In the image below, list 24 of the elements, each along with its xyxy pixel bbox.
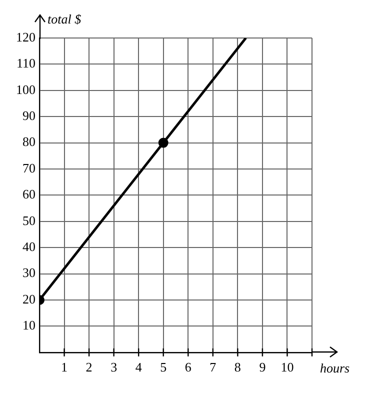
y-tick-label: 90 bbox=[22, 108, 36, 124]
y-tick-label: 20 bbox=[22, 291, 36, 306]
y-tick-label: 110 bbox=[16, 56, 36, 71]
y-tick-label: 70 bbox=[22, 160, 36, 176]
y-tick-label: 80 bbox=[22, 134, 36, 150]
x-tick-label: 3 bbox=[110, 360, 118, 375]
x-tick-label: 4 bbox=[135, 360, 142, 375]
x-tick-label: 7 bbox=[210, 360, 217, 375]
y-axis-title: total $ bbox=[48, 11, 82, 26]
x-tick-label: 6 bbox=[184, 360, 192, 375]
x-tick-label: 8 bbox=[234, 360, 241, 375]
x-tick-label: 1 bbox=[61, 360, 68, 375]
y-tick-label: 50 bbox=[22, 212, 36, 228]
y-tick-label: 40 bbox=[22, 239, 36, 254]
y-tick-label: 10 bbox=[22, 318, 36, 333]
y-tick-label: 30 bbox=[22, 265, 36, 280]
x-tick-label: 5 bbox=[160, 360, 167, 375]
y-tick-label: 120 bbox=[16, 29, 36, 44]
y-tick-label: 60 bbox=[22, 186, 36, 202]
x-tick-label: 10 bbox=[280, 360, 294, 375]
x-axis-title: hours bbox=[320, 360, 350, 376]
x-tick-label: 2 bbox=[86, 360, 92, 375]
x-tick-label: 9 bbox=[259, 360, 266, 375]
y-tick-label: 100 bbox=[16, 82, 36, 97]
